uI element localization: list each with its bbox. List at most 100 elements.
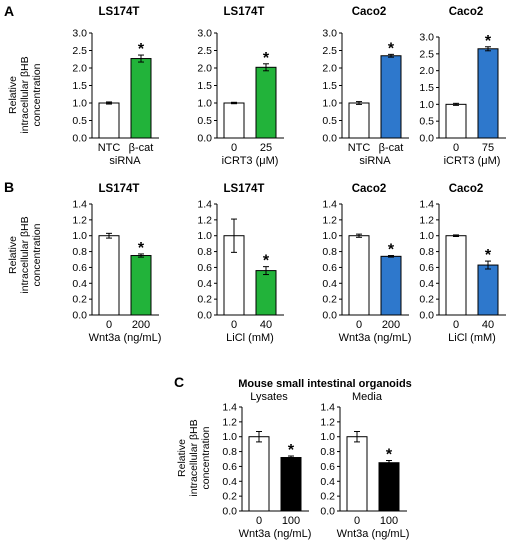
y-tick-label: 1.0 <box>419 230 434 242</box>
y-tick-label: 0.2 <box>419 294 434 306</box>
bar <box>248 436 270 512</box>
x-axis-label: siRNA <box>109 155 141 167</box>
y-tick-label: 0.4 <box>72 278 87 290</box>
y-tick-label: 1.2 <box>320 416 335 428</box>
x-axis-label: iCRT3 (μM) <box>222 155 279 167</box>
y-tick-label: 2.0 <box>197 63 212 75</box>
chart-title: LS174T <box>224 6 265 18</box>
ylabel-line: intracellular βHB <box>19 216 31 293</box>
y-tick-label: 0.6 <box>72 262 87 274</box>
y-tick-label: 1.4 <box>197 199 212 211</box>
y-tick-label: 0.0 <box>320 506 335 518</box>
significance-mark: * <box>288 442 295 459</box>
panel-c-title: Mouse small intestinal organoids <box>238 378 412 390</box>
y-tick-label: 0.0 <box>72 310 87 322</box>
y-tick-label: 1.0 <box>197 98 212 110</box>
chart-title: Caco2 <box>449 183 484 195</box>
x-tick-label: 25 <box>260 142 272 154</box>
y-tick-label: 1.4 <box>419 199 434 211</box>
y-tick-label: 1.4 <box>222 402 237 414</box>
x-tick-label: 200 <box>382 319 400 331</box>
y-tick-label: 2.0 <box>419 65 434 77</box>
ylabel-line: Relative <box>176 439 188 477</box>
chart-title: LS174T <box>99 6 140 18</box>
y-tick-label: 0.6 <box>197 262 212 274</box>
y-tick-label: 0.2 <box>197 294 212 306</box>
ylabel-row-a: Relative intracellular βHB concentration <box>7 56 43 133</box>
x-tick-label: 0 <box>354 515 360 527</box>
x-axis-label: LiCl (mM) <box>448 332 496 344</box>
y-tick-label: 0.2 <box>222 491 237 503</box>
y-tick-label: 2.0 <box>322 63 337 75</box>
bar <box>380 55 402 139</box>
x-tick-label: 0 <box>356 319 362 331</box>
significance-mark: * <box>138 240 145 257</box>
chart-title: LS174T <box>224 183 265 195</box>
ylabel-line: concentration <box>31 223 43 286</box>
x-tick-label: 0 <box>106 319 112 331</box>
ylabel-line: intracellular βHB <box>19 56 31 133</box>
y-tick-label: 0.2 <box>72 294 87 306</box>
y-tick-label: 0.4 <box>419 278 434 290</box>
x-axis-label: Wnt3a (ng/mL) <box>339 332 412 344</box>
chart-title: Caco2 <box>352 6 387 18</box>
x-tick-label: 100 <box>282 515 300 527</box>
y-tick-label: 1.5 <box>322 80 337 92</box>
bar <box>98 102 120 139</box>
chart-subtitle: Lysates <box>250 391 288 403</box>
x-axis-label: Wnt3a (ng/mL) <box>239 528 312 540</box>
bar <box>380 255 402 316</box>
y-tick-label: 1.2 <box>197 214 212 226</box>
y-tick-label: 0.6 <box>320 461 335 473</box>
x-tick-label: NTC <box>348 142 371 154</box>
ylabel-line: Relative <box>7 76 19 114</box>
y-tick-label: 2.0 <box>72 63 87 75</box>
x-tick-label: NTC <box>98 142 121 154</box>
significance-mark: * <box>388 242 395 259</box>
bar <box>223 102 245 139</box>
x-tick-label: 0 <box>256 515 262 527</box>
bar <box>255 270 277 316</box>
chart-title: LS174T <box>99 183 140 195</box>
y-tick-label: 2.5 <box>72 45 87 57</box>
ylabel-line: concentration <box>31 63 43 126</box>
chart-title: Caco2 <box>352 183 387 195</box>
y-tick-label: 3.0 <box>322 28 337 40</box>
y-tick-label: 1.0 <box>322 230 337 242</box>
y-tick-label: 0.6 <box>222 461 237 473</box>
bar <box>348 102 370 139</box>
x-tick-label: 40 <box>482 319 494 331</box>
y-tick-label: 0.8 <box>222 446 237 458</box>
y-tick-label: 0.0 <box>322 133 337 145</box>
y-tick-label: 1.0 <box>197 230 212 242</box>
x-tick-label: β-cat <box>379 142 404 154</box>
y-tick-label: 0.0 <box>222 506 237 518</box>
y-tick-label: 3.0 <box>419 32 434 44</box>
y-tick-label: 0.2 <box>320 491 335 503</box>
y-tick-label: 0.8 <box>72 246 87 258</box>
y-tick-label: 1.5 <box>419 82 434 94</box>
significance-mark: * <box>386 446 393 463</box>
x-tick-label: 0 <box>231 319 237 331</box>
y-tick-label: 1.0 <box>320 431 335 443</box>
bar <box>378 462 400 512</box>
y-tick-label: 0.8 <box>197 246 212 258</box>
x-tick-label: 0 <box>453 142 459 154</box>
y-tick-label: 0.0 <box>197 133 212 145</box>
x-tick-label: β-cat <box>129 142 154 154</box>
y-tick-label: 0.6 <box>419 262 434 274</box>
ylabel-line: Relative <box>7 236 19 274</box>
y-tick-label: 0.4 <box>320 476 335 488</box>
y-tick-label: 2.5 <box>197 45 212 57</box>
y-tick-label: 1.0 <box>72 98 87 110</box>
ylabel-line: intracellular βHB <box>188 419 200 496</box>
ylabel-line: concentration <box>200 426 212 489</box>
